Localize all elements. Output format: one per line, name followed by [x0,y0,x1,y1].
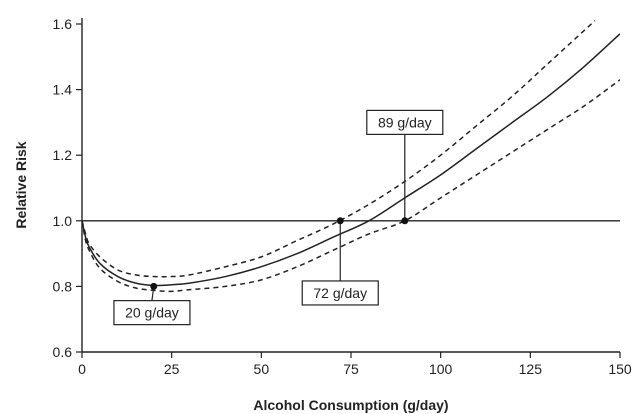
y-tick-label: 1.6 [53,16,73,32]
y-tick-label: 0.6 [53,344,73,360]
x-tick-label: 125 [519,361,543,377]
estimate-line [82,33,620,287]
x-tick-label: 25 [164,361,180,377]
callout-box [366,109,444,136]
axes [76,18,621,358]
y-tick-label: 1.4 [53,82,73,98]
tick-labels: 0 25 50 75 100 125 150 0.6 0.8 1.0 1.2 1.4 1.6 [53,16,632,377]
x-tick-label: 0 [78,361,86,377]
data-point [401,217,409,225]
callout-box [113,300,191,326]
y-tick-label: 0.8 [53,278,73,294]
x-tick-label: 75 [343,361,359,377]
plot-lines [82,20,620,293]
y-axis-label: Relative Risk [13,141,29,228]
callout-label: 72 g/day [313,285,367,301]
markers [150,217,409,290]
callout-label: 89 g/day [378,114,432,130]
data-point [150,282,158,290]
ci-line-1 [82,20,596,278]
callout-box [301,280,379,306]
ci-line-2 [82,79,620,293]
callout-label: 20 g/day [125,305,179,321]
callouts: 20 g/day 72 g/day 89 g/day [113,109,444,326]
y-tick-label: 1.2 [53,147,73,163]
y-tick-label: 1.0 [53,213,73,229]
data-point [336,217,344,225]
x-tick-label: 100 [429,361,453,377]
x-axis-label: Alcohol Consumption (g/day) [253,397,448,413]
x-tick-label: 50 [254,361,270,377]
x-tick-label: 150 [608,361,632,377]
